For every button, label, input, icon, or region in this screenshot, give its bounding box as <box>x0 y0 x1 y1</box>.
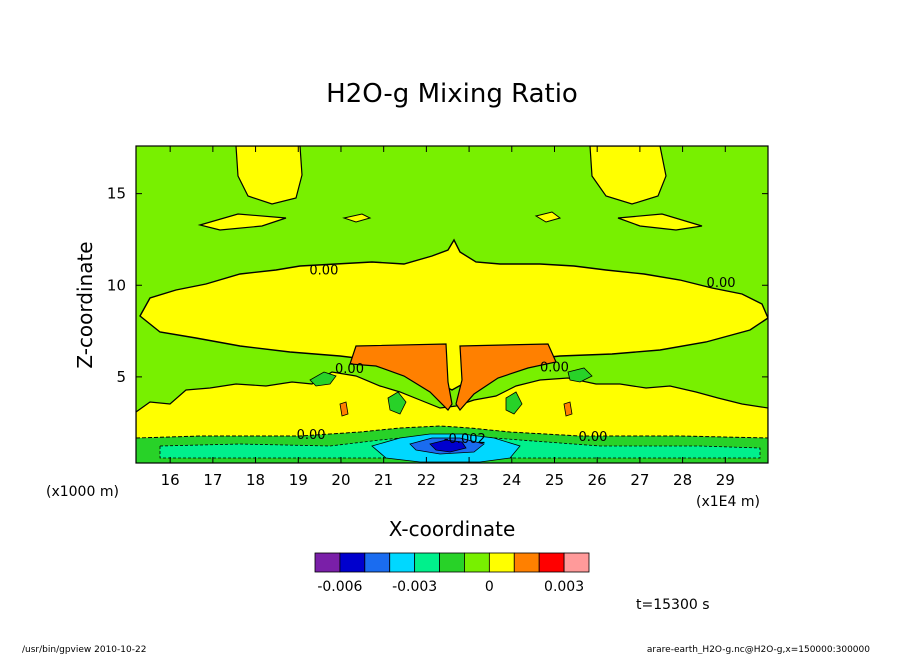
colorbar-swatch <box>488 552 515 573</box>
x-tick-label: 18 <box>246 471 265 489</box>
y-axis: 5 10 15 <box>107 185 768 386</box>
contour-field <box>136 146 768 463</box>
x-tick-label: 28 <box>673 471 692 489</box>
colorbar-swatch <box>389 552 416 573</box>
x-axis: 16 17 18 19 20 21 22 23 24 25 26 27 28 29 <box>161 146 735 489</box>
x-tick-label: 20 <box>331 471 350 489</box>
right-orange-fleck <box>563 401 573 417</box>
y-tick-label: 5 <box>116 368 126 386</box>
left-green-patch <box>309 371 337 387</box>
center-right-green-patch <box>505 391 523 415</box>
colorbar-swatch <box>314 552 341 573</box>
y-tick-label: 10 <box>107 276 126 294</box>
colorbar-tick-label: 0.003 <box>544 579 584 595</box>
colorbar-tick-label: 0 <box>485 579 494 595</box>
colorbar-tick-label: -0.003 <box>392 579 437 595</box>
upper-right-moist-region <box>589 146 667 205</box>
y-axis-title: Z-coordinate <box>73 241 97 368</box>
contour-label: -0.002 <box>444 432 486 447</box>
right-green-patch <box>567 367 593 383</box>
footer-right: arare-earth_H2O-g.nc@H2O-g,x=150000:3000… <box>647 645 870 654</box>
colorbar-swatch <box>364 552 391 573</box>
surface-darkblue-core <box>429 439 467 453</box>
contour-label: 0.00 <box>578 430 607 445</box>
contour-label: 0.00 <box>707 276 736 291</box>
x-tick-label: 19 <box>289 471 308 489</box>
upper-left-moist-region <box>235 146 303 205</box>
colorbar-swatch <box>538 552 565 573</box>
upper-left-streak <box>197 213 287 231</box>
upper-center-left-streak <box>342 213 372 223</box>
left-orange-core <box>349 343 453 411</box>
upper-center-right-streak <box>534 211 562 223</box>
colorbar-swatch <box>563 552 590 573</box>
left-orange-fleck <box>339 401 349 417</box>
x-tick-label: 27 <box>630 471 649 489</box>
y-unit-label: (x1000 m) <box>46 484 119 500</box>
contour-label: 0.00 <box>297 428 326 443</box>
contour-labels: 0.00 0.00 0.00 0.00 0.00 0.00 -0.002 <box>297 263 736 447</box>
x-tick-label: 21 <box>374 471 393 489</box>
colorbar-swatch <box>439 552 465 573</box>
contour-label: 0.00 <box>540 360 569 375</box>
time-label: t=15300 s <box>636 597 710 613</box>
colorbar: -0.006 -0.003 0 0.003 <box>314 552 590 595</box>
plot-frame <box>135 145 769 464</box>
x-tick-label: 24 <box>502 471 521 489</box>
x-tick-label: 16 <box>161 471 180 489</box>
x-tick-label: 22 <box>417 471 436 489</box>
footer-left: /usr/bin/gpview 2010-10-22 <box>22 645 146 654</box>
colorbar-tick-label: -0.006 <box>317 579 362 595</box>
x-tick-label: 17 <box>203 471 222 489</box>
center-left-green-patch <box>387 391 407 415</box>
x-axis-title: X-coordinate <box>389 517 516 541</box>
colorbar-swatch <box>339 552 366 573</box>
y-tick-label: 15 <box>107 185 126 203</box>
colorbar-swatch <box>464 552 490 573</box>
colorbar-swatch <box>414 552 440 573</box>
x-tick-label: 29 <box>716 471 735 489</box>
chart-title: H2O-g Mixing Ratio <box>326 79 578 109</box>
contour-label: 0.00 <box>335 362 364 377</box>
upper-right-streak <box>617 213 703 231</box>
right-orange-core <box>455 343 557 411</box>
x-tick-label: 25 <box>545 471 564 489</box>
contour-label: 0.00 <box>309 263 338 278</box>
colorbar-swatch <box>513 552 540 573</box>
x-tick-label: 26 <box>588 471 607 489</box>
x-tick-label: 23 <box>460 471 479 489</box>
x-unit-label: (x1E4 m) <box>696 494 760 510</box>
